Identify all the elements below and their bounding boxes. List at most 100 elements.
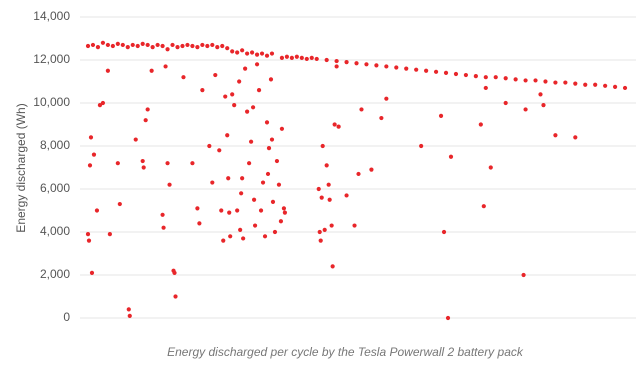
point	[175, 45, 180, 50]
point	[125, 45, 130, 50]
point	[210, 180, 215, 185]
point	[150, 45, 155, 50]
point	[228, 234, 233, 239]
point	[379, 115, 384, 121]
point	[100, 40, 106, 45]
point	[553, 80, 558, 85]
point	[170, 42, 175, 48]
point	[573, 81, 578, 86]
point	[85, 43, 91, 49]
point	[237, 79, 242, 84]
point	[258, 208, 264, 213]
point	[149, 68, 154, 73]
point	[317, 229, 322, 235]
point	[538, 92, 543, 97]
point	[238, 227, 243, 232]
point	[266, 146, 272, 151]
point	[127, 313, 132, 318]
point	[115, 161, 120, 166]
point	[352, 223, 357, 228]
point	[324, 163, 329, 168]
point	[274, 158, 280, 164]
point	[404, 66, 409, 71]
point	[414, 67, 419, 72]
point	[262, 234, 268, 239]
point	[225, 46, 230, 51]
point	[453, 71, 459, 77]
point	[197, 221, 202, 226]
point	[85, 232, 91, 237]
point	[448, 154, 454, 159]
point	[336, 124, 341, 129]
point	[481, 204, 486, 209]
y-tick-label: 12,000	[33, 52, 70, 66]
point	[145, 107, 150, 112]
point	[232, 103, 237, 108]
point	[227, 210, 232, 215]
point	[441, 229, 447, 235]
point	[260, 180, 266, 185]
point	[181, 75, 186, 80]
point	[493, 75, 498, 80]
point	[334, 64, 339, 69]
point	[140, 158, 145, 164]
point	[282, 210, 288, 215]
point	[593, 82, 598, 87]
point	[165, 161, 170, 166]
point	[86, 238, 92, 243]
point	[195, 206, 200, 211]
point	[254, 52, 260, 57]
point	[133, 137, 138, 142]
point	[523, 107, 528, 112]
y-tick-label: 6,000	[40, 181, 70, 195]
point	[523, 78, 528, 83]
point	[543, 79, 548, 84]
point	[91, 152, 97, 157]
point	[603, 83, 608, 88]
point	[433, 69, 439, 74]
point	[513, 77, 518, 82]
point	[215, 45, 220, 50]
point	[316, 186, 321, 192]
point	[90, 42, 96, 48]
point	[240, 176, 245, 181]
point	[265, 171, 271, 177]
point	[583, 82, 588, 87]
point	[190, 43, 195, 49]
point	[483, 85, 488, 91]
point	[220, 43, 225, 49]
point	[190, 161, 195, 166]
point	[533, 78, 538, 83]
point	[324, 57, 329, 63]
point	[248, 139, 254, 144]
point	[304, 56, 309, 62]
point	[344, 60, 349, 65]
point	[612, 84, 618, 89]
point	[107, 232, 112, 237]
point	[622, 85, 628, 91]
point	[173, 294, 178, 299]
point	[94, 208, 100, 213]
point	[272, 229, 278, 235]
point	[374, 63, 379, 68]
point	[264, 53, 270, 58]
y-tick-label: 4,000	[40, 224, 70, 238]
point	[225, 133, 230, 138]
point	[145, 42, 150, 48]
point	[344, 193, 349, 198]
point	[276, 182, 282, 187]
point	[573, 135, 578, 140]
point	[251, 197, 257, 202]
point	[245, 109, 250, 114]
point	[219, 208, 224, 213]
y-axis-label: Energy discharged (Wh)	[14, 103, 28, 232]
point	[239, 191, 244, 196]
point	[563, 80, 568, 85]
point	[221, 238, 226, 243]
point	[230, 49, 235, 54]
point	[249, 50, 255, 55]
point	[161, 225, 166, 230]
point	[445, 315, 451, 321]
point	[210, 42, 215, 48]
